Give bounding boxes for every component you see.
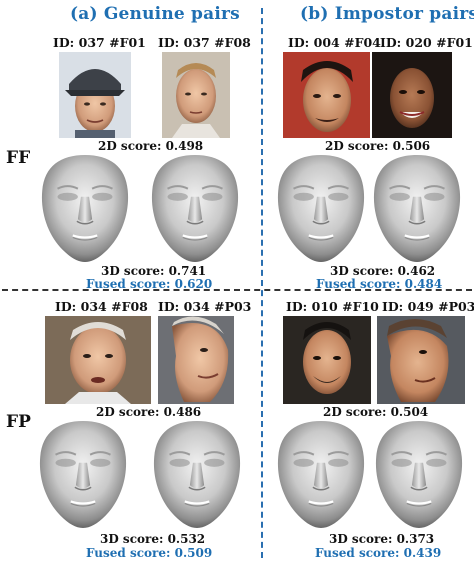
ff-impostor-fused-score: Fused score: 0.484 (316, 277, 443, 291)
ff-genuine-id-left: ID: 037 #F01 (53, 35, 146, 50)
ff-genuine-fused-score: Fused score: 0.620 (86, 277, 213, 291)
ff-genuine-id-right: ID: 037 #F08 (158, 35, 251, 50)
ff-impostor-photo-right (372, 52, 452, 138)
fp-impostor-photo-left (283, 316, 371, 404)
fp-genuine-fused-score: Fused score: 0.509 (86, 546, 213, 560)
ff-impostor-2d-score: 2D score: 0.506 (325, 139, 431, 153)
ff-impostor-3d-score: 3D score: 0.462 (330, 264, 436, 278)
fp-genuine-photo-right (158, 316, 234, 404)
ff-genuine-3d-right (144, 152, 246, 264)
fp-impostor-photo-right (377, 316, 465, 404)
ff-genuine-2d-score: 2D score: 0.498 (98, 139, 204, 153)
fp-impostor-fused-score: Fused score: 0.439 (315, 546, 442, 560)
fp-impostor-3d-left (270, 418, 372, 530)
ff-impostor-id-right: ID: 020 #F01 (380, 35, 473, 50)
row-label-ff: FF (6, 148, 31, 168)
fp-impostor-id-left: ID: 010 #F10 (286, 299, 379, 314)
fp-genuine-2d-score: 2D score: 0.486 (96, 405, 202, 419)
genuine-pairs-heading: (a) Genuine pairs (70, 4, 240, 24)
impostor-pairs-heading: (b) Impostor pairs (300, 4, 474, 24)
ff-impostor-3d-right (366, 152, 468, 264)
ff-impostor-3d-left (270, 152, 372, 264)
fp-genuine-3d-right (146, 418, 248, 530)
horizontal-divider (2, 289, 472, 291)
vertical-divider (261, 8, 263, 558)
ff-genuine-photo-left (59, 52, 131, 138)
ff-genuine-photo-right (162, 52, 230, 138)
ff-genuine-3d-score: 3D score: 0.741 (101, 264, 207, 278)
fp-genuine-photo-left (45, 316, 151, 404)
fp-impostor-id-right: ID: 049 #P03 (382, 299, 474, 314)
ff-impostor-photo-left (283, 52, 370, 138)
row-label-fp: FP (6, 412, 31, 432)
fp-genuine-3d-score: 3D score: 0.532 (100, 532, 206, 546)
fp-impostor-3d-right (368, 418, 470, 530)
fp-genuine-id-right: ID: 034 #P03 (158, 299, 252, 314)
fp-genuine-id-left: ID: 034 #F08 (55, 299, 148, 314)
fp-genuine-3d-left (32, 418, 134, 530)
fp-impostor-3d-score: 3D score: 0.373 (329, 532, 435, 546)
fp-impostor-2d-score: 2D score: 0.504 (323, 405, 429, 419)
ff-impostor-id-left: ID: 004 #F04 (288, 35, 381, 50)
ff-genuine-3d-left (34, 152, 136, 264)
